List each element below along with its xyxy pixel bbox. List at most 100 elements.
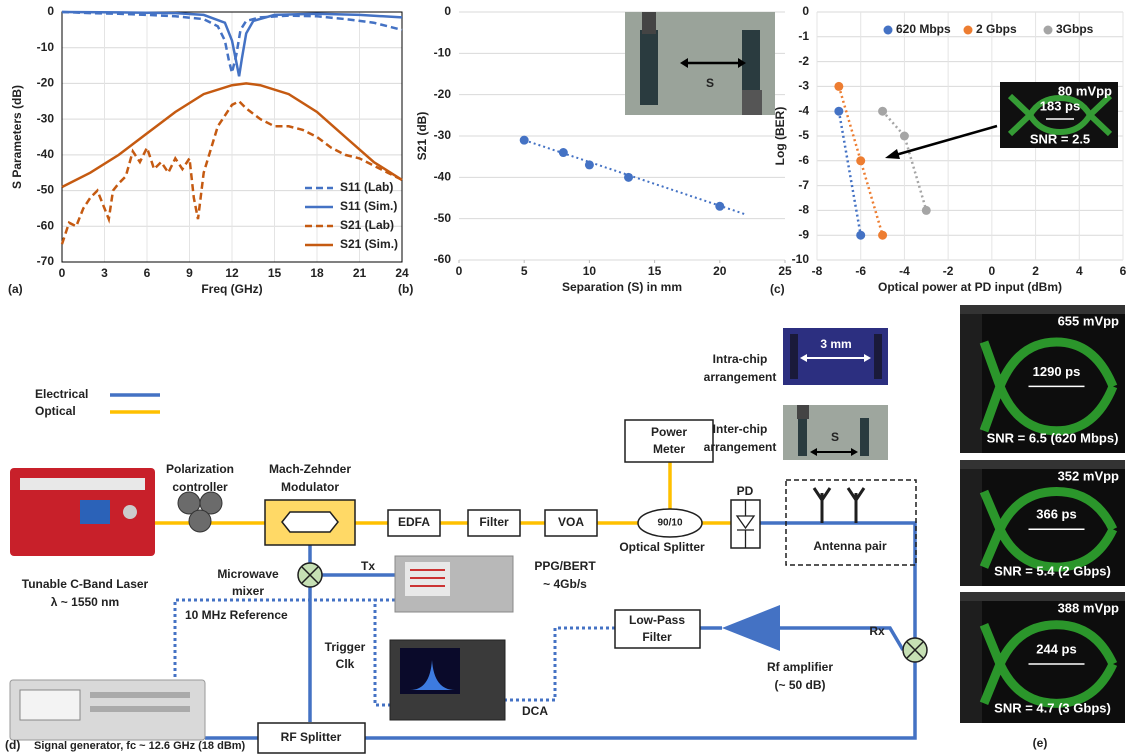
y-tick-label: 0: [802, 4, 809, 18]
data-point: [834, 107, 843, 116]
amplifier-label: Rf amplifier: [767, 660, 833, 674]
y-tick-label: -60: [434, 252, 452, 266]
data-point: [834, 82, 843, 91]
ppg-rate: ~ 4Gb/s: [543, 577, 587, 591]
y-tick-label: -70: [37, 254, 55, 268]
eye-width: 366 ps: [1036, 507, 1076, 522]
y-tick-label: -40: [434, 170, 452, 184]
y-tick-label: -7: [798, 178, 809, 192]
y-tick-label: -6: [798, 153, 809, 167]
x-tick-label: -8: [812, 264, 823, 278]
splitter-ratio: 90/10: [657, 518, 682, 529]
laser-device: [10, 468, 155, 556]
mixer-label: mixer: [232, 584, 264, 598]
inset-amplitude: 80 mVpp: [1058, 83, 1112, 98]
data-point: [878, 107, 887, 116]
filter-label: Filter: [479, 515, 509, 529]
legend-label: 2 Gbps: [976, 22, 1017, 36]
legend-optical: Optical: [35, 404, 76, 418]
eye-snr: SNR = 4.7 (3 Gbps): [994, 700, 1111, 715]
y-tick-label: -50: [434, 211, 452, 225]
x-tick-label: 9: [186, 266, 193, 280]
x-tick-label: 18: [310, 266, 324, 280]
y-axis-label: S Parameters (dB): [10, 85, 24, 189]
lpf-label: Low-Pass: [629, 613, 685, 627]
y-tick-label: -10: [434, 46, 452, 60]
intra-chip-label: arrangement: [704, 370, 777, 384]
reference-label: 10 MHz Reference: [185, 608, 288, 622]
legend-label: S21 (Sim.): [340, 237, 398, 251]
data-point: [520, 136, 529, 145]
y-tick-label: -4: [798, 103, 809, 117]
legend-label: S11 (Sim.): [340, 199, 397, 213]
data-point: [878, 231, 887, 240]
y-tick-label: -2: [798, 54, 809, 68]
mzm-label: Mach-Zehnder: [269, 462, 351, 476]
scope-sidebar: [960, 469, 982, 586]
eye-amplitude: 352 mVpp: [1058, 468, 1119, 483]
eye-amplitude: 655 mVpp: [1058, 313, 1119, 328]
x-axis-label: Optical power at PD input (dBm): [878, 280, 1062, 294]
x-tick-label: -6: [855, 264, 866, 278]
x-tick-label: 0: [456, 264, 463, 278]
eye-width: 1290 ps: [1033, 364, 1081, 379]
x-tick-label: 20: [713, 264, 727, 278]
legend-swatch: [964, 26, 973, 35]
legend-label: S11 (Lab): [340, 180, 393, 194]
x-tick-label: 0: [989, 264, 996, 278]
antenna-label: Antenna pair: [813, 539, 887, 553]
y-tick-label: -50: [37, 183, 55, 197]
trigger-label: Trigger: [325, 640, 366, 654]
edfa-label: EDFA: [398, 515, 430, 529]
power-meter-label: Meter: [653, 442, 685, 456]
y-tick-label: -10: [792, 252, 810, 266]
x-tick-label: 6: [144, 266, 151, 280]
panel-label: (c): [770, 282, 785, 296]
y-axis-label: Log (BER): [773, 107, 787, 166]
x-tick-label: 10: [583, 264, 597, 278]
inset-photo-b: S: [625, 12, 775, 115]
y-tick-label: -10: [37, 40, 55, 54]
legend-swatch: [884, 26, 893, 35]
dca-label: DCA: [522, 704, 548, 718]
ppg-label: PPG/BERT: [534, 559, 596, 573]
y-tick-label: -1: [798, 29, 809, 43]
series-line: [839, 111, 861, 235]
data-point: [922, 206, 931, 215]
y-tick-label: 0: [444, 4, 451, 18]
data-point: [559, 148, 568, 157]
mixer-label: Microwave: [217, 567, 279, 581]
data-point: [900, 132, 909, 141]
laser-label: Tunable C-Band Laser: [22, 577, 149, 591]
legend-label: 3Gbps: [1056, 22, 1094, 36]
data-point: [856, 156, 865, 165]
scope-sidebar: [960, 601, 982, 723]
x-tick-label: 3: [101, 266, 108, 280]
y-tick-label: -60: [37, 218, 55, 232]
inter-chip-gap: S: [831, 430, 839, 444]
lpf-label: Filter: [642, 630, 672, 644]
y-tick-label: -30: [434, 128, 452, 142]
pol-label: controller: [172, 480, 228, 494]
x-tick-label: 12: [225, 266, 239, 280]
pd-label: PD: [737, 484, 754, 498]
power-meter-label: Power: [651, 425, 687, 439]
data-point: [715, 202, 724, 211]
inset-eye-width: 183 ps: [1040, 98, 1080, 113]
amplifier-gain: (~ 50 dB): [774, 678, 825, 692]
x-axis-label: Freq (GHz): [201, 282, 262, 296]
eye-snr: SNR = 6.5 (620 Mbps): [987, 430, 1119, 445]
y-tick-label: -3: [798, 79, 809, 93]
setup-diagram: Electrical Optical Tunable C-Band Laser …: [5, 328, 927, 753]
legend-label: 620 Mbps: [896, 22, 951, 36]
legend-label: S21 (Lab): [340, 218, 394, 232]
x-tick-label: 24: [395, 266, 409, 280]
x-tick-label: -2: [943, 264, 954, 278]
eye-width: 244 ps: [1036, 641, 1076, 656]
inter-chip-label: Inter-chip: [713, 422, 768, 436]
x-tick-label: 2: [1032, 264, 1039, 278]
